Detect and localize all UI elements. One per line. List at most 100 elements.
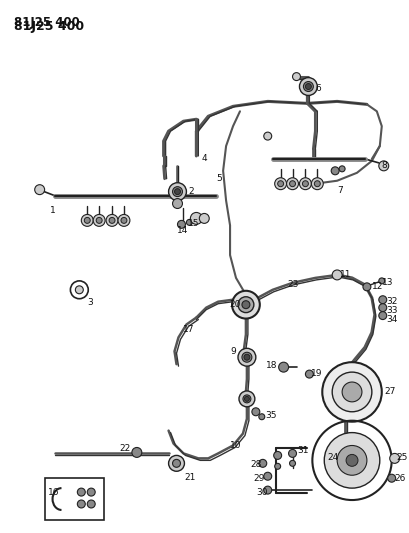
Circle shape	[238, 348, 256, 366]
Circle shape	[303, 82, 313, 92]
Text: 28: 28	[250, 461, 261, 470]
Text: 13: 13	[382, 278, 393, 287]
Circle shape	[379, 278, 385, 284]
Text: 1: 1	[49, 206, 55, 214]
Circle shape	[332, 270, 342, 280]
Circle shape	[238, 297, 254, 313]
Circle shape	[96, 217, 102, 223]
Circle shape	[244, 354, 250, 360]
Text: 20: 20	[229, 300, 240, 309]
Text: 6: 6	[315, 84, 321, 93]
Circle shape	[245, 397, 249, 401]
Text: 35: 35	[266, 411, 277, 420]
Circle shape	[275, 177, 287, 190]
Circle shape	[252, 408, 260, 416]
Circle shape	[106, 214, 118, 227]
Circle shape	[175, 189, 180, 195]
Circle shape	[311, 177, 323, 190]
Text: 4: 4	[201, 154, 207, 163]
Circle shape	[290, 181, 296, 187]
Circle shape	[75, 286, 83, 294]
Circle shape	[187, 220, 192, 225]
Circle shape	[322, 362, 382, 422]
Text: 10: 10	[230, 441, 242, 449]
Text: 32: 32	[387, 297, 398, 306]
Text: 5: 5	[216, 174, 222, 183]
Circle shape	[306, 84, 311, 90]
Circle shape	[84, 217, 90, 223]
Text: 81J25 400: 81J25 400	[14, 20, 84, 33]
Circle shape	[77, 500, 85, 508]
Circle shape	[275, 463, 281, 469]
Text: 24: 24	[327, 454, 339, 463]
Circle shape	[169, 455, 184, 471]
Circle shape	[388, 474, 396, 482]
Circle shape	[173, 459, 180, 467]
Circle shape	[77, 488, 85, 496]
Circle shape	[346, 455, 358, 466]
Circle shape	[264, 472, 272, 480]
Circle shape	[35, 185, 45, 195]
Text: 29: 29	[254, 474, 265, 483]
Circle shape	[332, 372, 372, 412]
Circle shape	[287, 177, 299, 190]
Text: 26: 26	[395, 474, 406, 483]
Circle shape	[121, 217, 127, 223]
Text: 33: 33	[387, 305, 398, 314]
Text: 31: 31	[297, 447, 309, 456]
Text: 2: 2	[189, 187, 194, 196]
Circle shape	[290, 461, 296, 466]
Text: 3: 3	[87, 298, 93, 306]
Circle shape	[363, 283, 371, 291]
Circle shape	[169, 183, 187, 200]
Text: 19: 19	[311, 369, 323, 378]
Circle shape	[306, 370, 313, 378]
Circle shape	[379, 161, 389, 171]
Circle shape	[87, 500, 95, 508]
Text: 21: 21	[184, 473, 196, 482]
Text: 30: 30	[256, 488, 267, 497]
Circle shape	[289, 449, 297, 457]
Circle shape	[278, 181, 283, 187]
Circle shape	[337, 446, 367, 475]
Circle shape	[232, 291, 260, 319]
Text: 17: 17	[184, 325, 195, 334]
Text: 11: 11	[340, 270, 352, 279]
Circle shape	[199, 213, 209, 223]
Circle shape	[243, 395, 251, 403]
Circle shape	[173, 199, 182, 208]
Circle shape	[292, 72, 301, 80]
Circle shape	[264, 486, 272, 494]
Circle shape	[264, 132, 272, 140]
Text: 34: 34	[387, 314, 398, 324]
Circle shape	[379, 312, 387, 320]
Circle shape	[379, 304, 387, 312]
Circle shape	[299, 177, 311, 190]
Circle shape	[302, 181, 308, 187]
Circle shape	[315, 181, 320, 187]
Circle shape	[379, 296, 387, 304]
Circle shape	[324, 433, 380, 488]
Text: 81J25 400: 81J25 400	[14, 16, 80, 29]
Circle shape	[178, 220, 185, 228]
Text: 16: 16	[47, 488, 59, 497]
Circle shape	[93, 214, 105, 227]
Circle shape	[299, 78, 317, 95]
Circle shape	[242, 301, 250, 309]
Text: 25: 25	[397, 454, 408, 463]
Text: 8: 8	[382, 161, 388, 170]
Circle shape	[342, 382, 362, 402]
Circle shape	[259, 414, 265, 419]
Text: 7: 7	[337, 185, 343, 195]
Circle shape	[87, 488, 95, 496]
Circle shape	[259, 459, 267, 467]
Circle shape	[274, 451, 282, 459]
Text: 15: 15	[189, 220, 200, 229]
Circle shape	[173, 187, 182, 197]
Circle shape	[239, 391, 255, 407]
Circle shape	[279, 362, 289, 372]
Text: 23: 23	[288, 280, 299, 289]
Circle shape	[331, 167, 339, 175]
Circle shape	[118, 214, 130, 227]
Circle shape	[242, 352, 252, 362]
